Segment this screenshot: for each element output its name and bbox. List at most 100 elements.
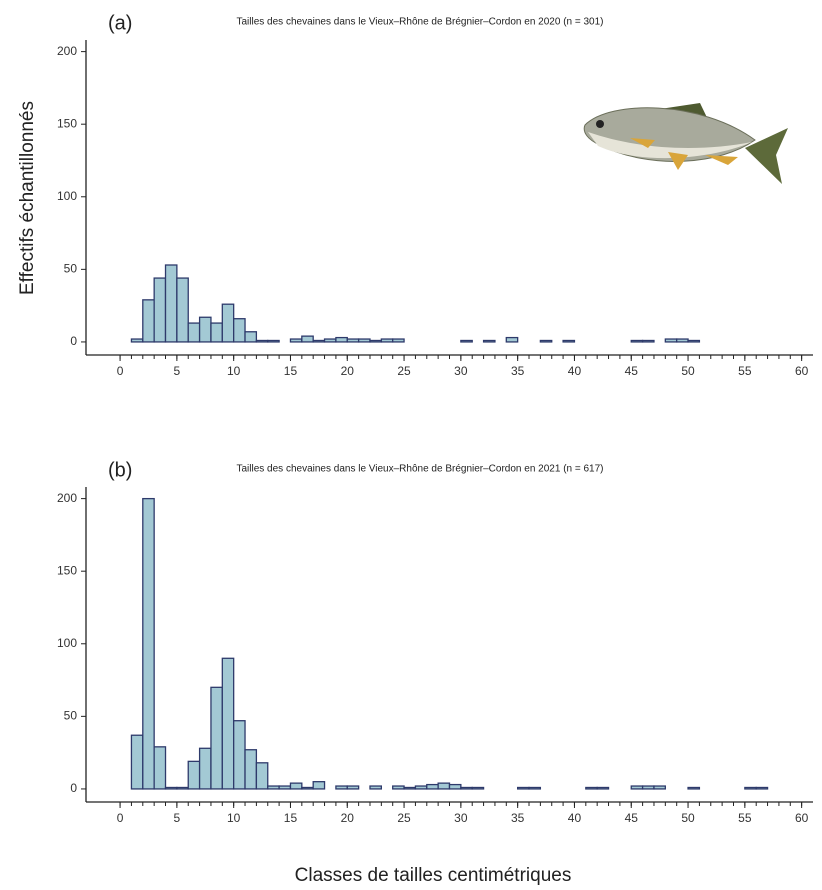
y-axis-label: Effectifs échantillonnés [17, 101, 38, 295]
bar [369, 785, 382, 790]
bar [426, 783, 439, 790]
bar [130, 338, 144, 343]
bar [676, 338, 689, 343]
bar [130, 734, 144, 790]
x-tick-label: 55 [738, 811, 752, 825]
x-tick-label: 0 [117, 364, 124, 378]
bar [289, 782, 303, 790]
bar [142, 497, 155, 790]
x-tick-label: 55 [738, 364, 752, 378]
x-tick-label: 40 [568, 364, 582, 378]
bar [596, 786, 610, 790]
y-tick-label: 0 [70, 781, 77, 795]
bar [346, 338, 360, 343]
bar [255, 339, 269, 343]
y-tick-label: 50 [64, 709, 78, 723]
bar [437, 782, 451, 790]
x-tick-label: 30 [454, 364, 468, 378]
bar [221, 303, 235, 343]
bar [233, 318, 246, 343]
x-axis-label: Classes de tailles centimétriques [295, 865, 572, 886]
bar [244, 331, 258, 343]
bar [153, 746, 167, 790]
bar [369, 339, 382, 343]
bar [414, 785, 428, 790]
bar [289, 338, 303, 343]
bar [653, 785, 666, 790]
bar [187, 760, 201, 790]
panel-label: (a) [108, 12, 132, 34]
bar [630, 339, 644, 343]
y-tick-label: 100 [57, 636, 77, 650]
x-tick-label: 10 [227, 811, 241, 825]
y-tick-label: 200 [57, 44, 77, 58]
x-tick-label: 40 [568, 811, 582, 825]
bar [460, 786, 473, 790]
bar [357, 338, 371, 343]
bar [176, 277, 189, 343]
bar [505, 336, 519, 343]
x-tick-label: 5 [174, 364, 181, 378]
chart-title: Tailles des chevaines dans le Vieux–Rhôn… [236, 464, 603, 475]
bar [312, 781, 326, 790]
bar [255, 762, 269, 790]
bar [517, 786, 530, 790]
bar [482, 339, 496, 343]
x-tick-label: 45 [625, 811, 639, 825]
bar [744, 786, 757, 790]
y-tick-label: 0 [70, 334, 77, 348]
fish-illustration [583, 103, 788, 184]
bar [153, 277, 167, 343]
y-tick-label: 150 [57, 563, 77, 577]
x-tick-label: 25 [397, 811, 411, 825]
x-tick-label: 50 [681, 811, 695, 825]
bar [323, 338, 337, 343]
bar [687, 339, 701, 343]
bar [233, 720, 246, 790]
bar [448, 783, 462, 790]
y-tick-label: 100 [57, 189, 77, 203]
x-tick-label: 25 [397, 364, 411, 378]
bar [142, 299, 155, 343]
bar [335, 336, 348, 343]
y-tick-label: 200 [57, 491, 77, 505]
bar [562, 339, 576, 343]
bar [301, 786, 314, 790]
chart-title: Tailles des chevaines dans le Vieux–Rhôn… [236, 17, 603, 28]
x-tick-label: 60 [795, 811, 809, 825]
bar [585, 786, 598, 790]
bar [641, 339, 655, 343]
bar [528, 786, 542, 790]
bar [687, 786, 701, 790]
bar [641, 785, 655, 790]
x-tick-label: 20 [341, 811, 355, 825]
bar [176, 786, 189, 790]
bar [460, 339, 473, 343]
x-tick-label: 15 [284, 811, 298, 825]
x-tick-label: 20 [341, 364, 355, 378]
y-tick-label: 50 [64, 262, 78, 276]
bar [164, 264, 178, 343]
bar [164, 786, 178, 790]
bar [380, 338, 394, 343]
panel-label: (b) [108, 459, 132, 481]
bar [471, 786, 485, 790]
x-tick-label: 50 [681, 364, 695, 378]
bar [346, 785, 360, 790]
bar [392, 785, 405, 790]
bar [210, 686, 223, 790]
x-tick-label: 60 [795, 364, 809, 378]
x-tick-label: 0 [117, 811, 124, 825]
bar [244, 749, 258, 790]
bar [198, 316, 212, 343]
bar [539, 339, 553, 343]
x-tick-label: 5 [174, 811, 181, 825]
x-tick-label: 30 [454, 811, 468, 825]
bar [210, 322, 223, 343]
bar [267, 785, 280, 790]
bar [187, 322, 201, 343]
bar [301, 335, 314, 343]
bar [630, 785, 644, 790]
x-tick-label: 15 [284, 364, 298, 378]
